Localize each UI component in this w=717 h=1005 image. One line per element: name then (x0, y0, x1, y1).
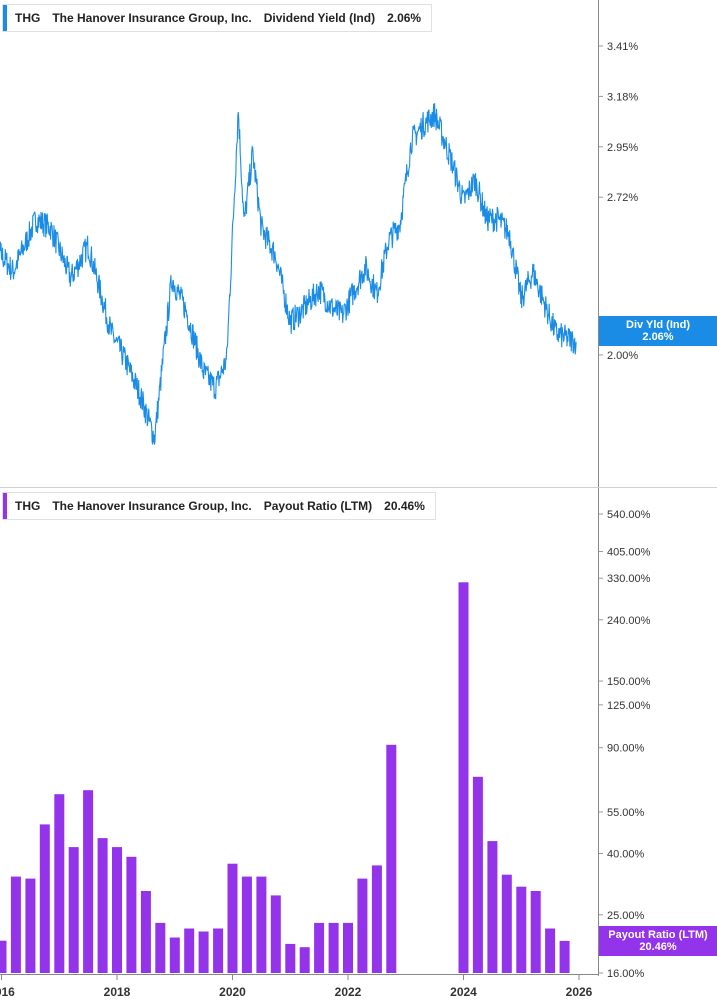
payout-ratio-bar (25, 878, 36, 973)
dividend-yield-value-tag: Div Yld (Ind) 2.06% (599, 316, 717, 346)
payout-ratio-bar (270, 895, 281, 973)
bottom-y-tick-label: 540.00% (607, 509, 651, 521)
dividend-yield-series (0, 103, 577, 445)
bottom-y-tick-label: 125.00% (607, 700, 651, 712)
payout-ratio-bar (487, 841, 498, 973)
top-y-tick-label: 3.41% (607, 41, 638, 53)
payout-ratio-bar (545, 928, 556, 973)
payout-ratio-bar (140, 891, 151, 973)
payout-ratio-bar (10, 876, 21, 973)
x-tick-label: 2020 (219, 985, 246, 999)
bottom-y-tick-label: 90.00% (607, 743, 645, 755)
payout-ratio-legend-value: 20.46% (384, 499, 425, 513)
payout-ratio-bar (501, 874, 512, 973)
payout-ratio-bar (559, 940, 570, 973)
tick-labels: 3.41% 3.18% 2.95% 2.72% 2.00% 540.00% 405.00% 3… (0, 41, 651, 999)
payout-ratio-bar (343, 922, 353, 973)
top-y-tick-label: 2.95% (607, 142, 638, 154)
dividend-yield-legend-swatch (3, 5, 7, 31)
payout-ratio-bar (68, 847, 79, 973)
payout-ratio-bar (97, 838, 108, 973)
x-tick-label: 2024 (450, 985, 477, 999)
dividend-yield-legend-value: 2.06% (387, 11, 422, 25)
payout-ratio-bar (155, 922, 166, 973)
payout-ratio-bar (299, 947, 310, 973)
x-tick-label: 2016 (0, 985, 15, 999)
top-y-tick-label: 3.18% (607, 91, 638, 103)
payout-ratio-bar (54, 794, 65, 973)
payout-ratio-bar (112, 847, 122, 973)
bottom-y-tick-label: 150.00% (607, 676, 651, 688)
payout-ratio-bar (198, 931, 209, 973)
payout-ratio-bar (458, 582, 469, 973)
dividend-yield-tag-value: 2.06% (642, 331, 674, 343)
payout-ratio-bar (83, 790, 94, 973)
payout-ratio-legend-company: The Hanover Insurance Group, Inc. (52, 499, 252, 513)
payout-ratio-series (0, 582, 570, 973)
bottom-y-tick-label: 330.00% (607, 573, 651, 585)
payout-ratio-bar (357, 878, 368, 973)
x-tick-label: 2022 (335, 985, 362, 999)
payout-ratio-bar (169, 937, 180, 973)
payout-ratio-bar (371, 865, 382, 973)
x-tick-label: 2026 (566, 985, 593, 999)
dividend-yield-tag-label: Div Yld (Ind) (626, 319, 690, 331)
payout-ratio-bar (256, 876, 267, 973)
payout-ratio-legend-swatch (3, 493, 7, 519)
payout-ratio-bar (530, 891, 541, 973)
payout-ratio-bar (386, 744, 397, 973)
payout-ratio-bar (126, 856, 137, 973)
payout-ratio-bar (314, 922, 325, 973)
bottom-y-tick-label: 240.00% (607, 615, 651, 627)
payout-ratio-bar (472, 776, 483, 973)
dividend-yield-legend-metric: Dividend Yield (Ind) (263, 11, 376, 25)
dividend-yield-legend-ticker: THG (15, 11, 41, 25)
payout-ratio-bar (241, 876, 252, 973)
payout-ratio-legend-ticker: THG (15, 499, 41, 513)
bottom-y-tick-label: 16.00% (607, 968, 645, 980)
top-y-tick-label: 2.72% (607, 192, 638, 204)
payout-ratio-legend-metric: Payout Ratio (LTM) (263, 499, 373, 513)
dividend-yield-legend: THG The Hanover Insurance Group, Inc. Di… (2, 4, 433, 32)
payout-ratio-bar (0, 940, 7, 973)
bottom-y-tick-label: 40.00% (607, 848, 645, 860)
axes (0, 0, 717, 980)
bottom-y-tick-label: 55.00% (607, 807, 645, 819)
payout-ratio-bar (285, 943, 296, 973)
payout-ratio-tag-label: Payout Ratio (LTM) (608, 929, 708, 941)
payout-ratio-value-tag: Payout Ratio (LTM) 20.46% (599, 926, 717, 956)
bottom-y-tick-label: 25.00% (607, 910, 645, 922)
top-y-tick-label: 2.00% (607, 350, 638, 362)
payout-ratio-bar (213, 928, 224, 973)
x-tick-label: 2018 (104, 985, 131, 999)
payout-ratio-bar (227, 863, 238, 973)
bottom-y-tick-label: 405.00% (607, 547, 651, 559)
payout-ratio-legend: THG The Hanover Insurance Group, Inc. Pa… (2, 492, 436, 520)
dividend-yield-line (0, 103, 577, 445)
payout-ratio-bar (328, 922, 339, 973)
payout-ratio-bar (39, 824, 50, 973)
dividend-yield-legend-company: The Hanover Insurance Group, Inc. (52, 11, 252, 25)
payout-ratio-bar (516, 886, 527, 973)
payout-ratio-bar (184, 928, 195, 973)
payout-ratio-tag-value: 20.46% (639, 941, 677, 953)
